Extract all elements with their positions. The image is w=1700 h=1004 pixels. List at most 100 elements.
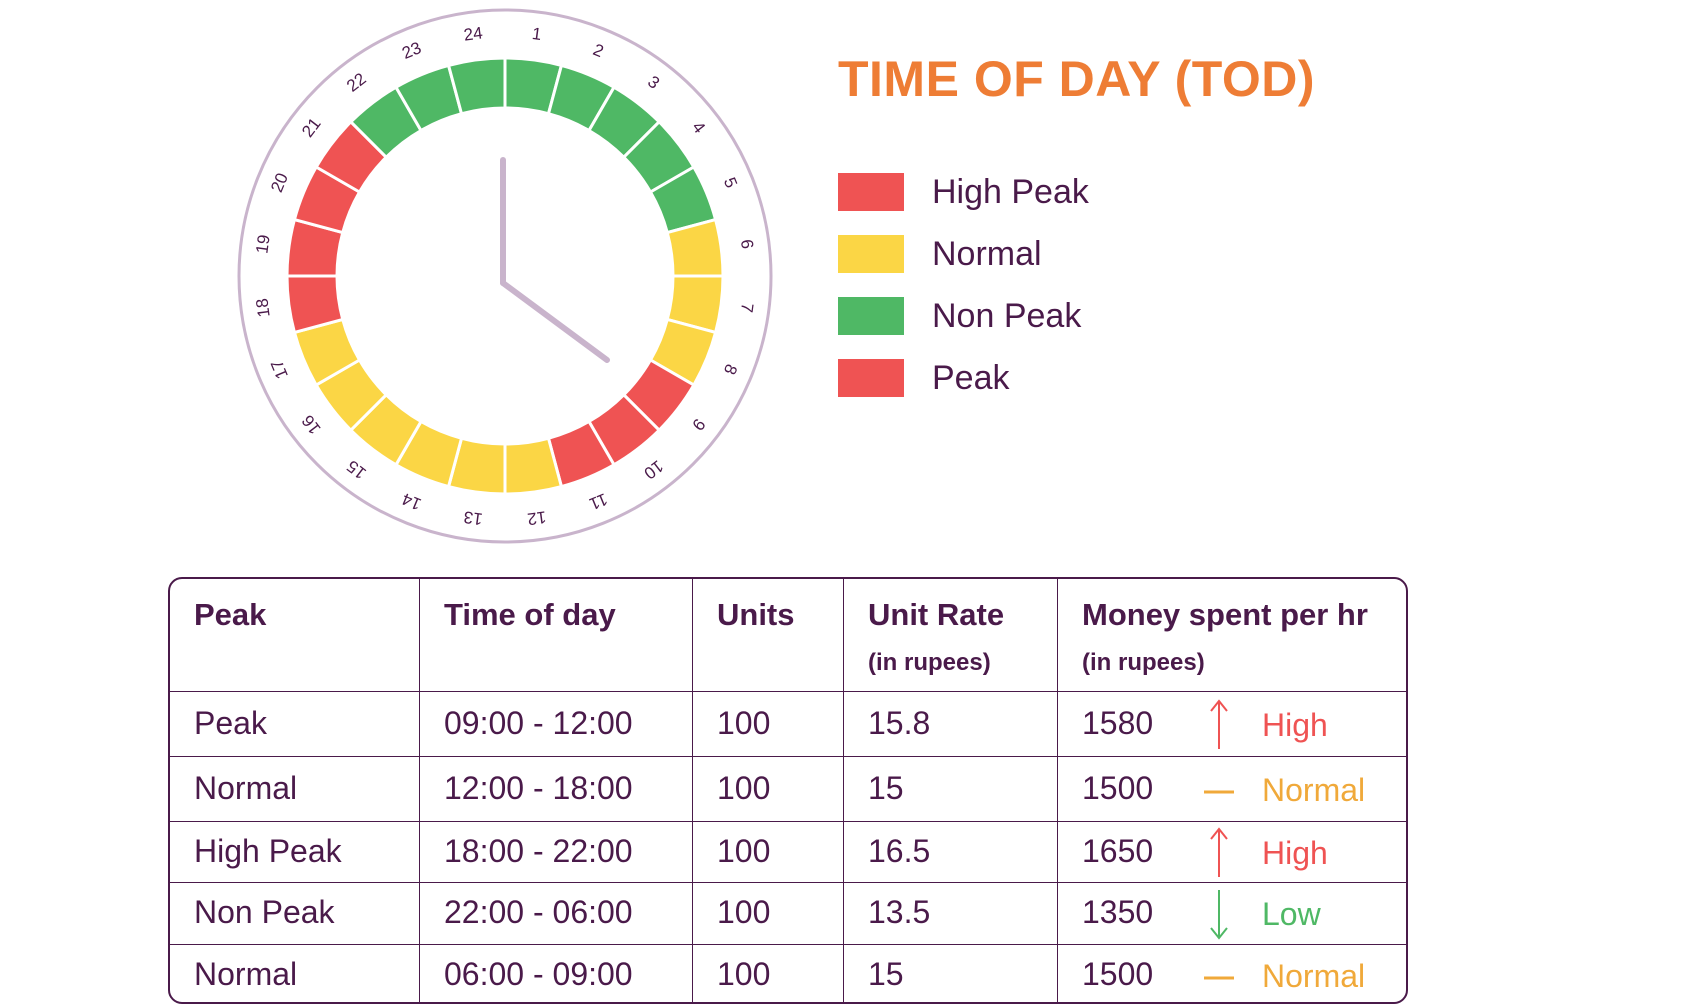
table-cell: 13.5 [844, 883, 1058, 944]
table-cell: Normal [170, 757, 420, 821]
table-header-sublabel: (in rupees) [868, 649, 991, 676]
table-cell: 100 [693, 692, 844, 756]
cell-value: 13.5 [868, 894, 931, 930]
cell-value: Non Peak [194, 894, 335, 930]
table-header-cell: Time of day [420, 579, 693, 691]
tariff-table: Peak Time of day Units Unit Rate (in rupees)… [168, 577, 1408, 1004]
table-header-row: Peak Time of day Units Unit Rate (in rupees)… [170, 579, 1406, 692]
cell-value: 100 [717, 832, 771, 869]
table-cell: 1500 Normal [1058, 757, 1406, 821]
clock-hour-label: 5 [720, 175, 741, 191]
trend-label: High [1262, 834, 1328, 871]
table-cell: 100 [693, 757, 844, 821]
cell-value: 18:00 - 22:00 [444, 832, 633, 869]
table-cell: 1580 High [1058, 692, 1406, 756]
table-cell: 1650 High [1058, 822, 1406, 882]
arrow-up-icon [1210, 826, 1228, 877]
legend-label: Non Peak [932, 297, 1082, 335]
clock-hour-label: 21 [298, 114, 325, 141]
clock-hour-label: 10 [640, 456, 667, 483]
trend-label: Normal [1262, 957, 1366, 994]
clock-hour-segment [446, 56, 507, 116]
clock-hour-label: 16 [298, 411, 325, 438]
clock-hour-label: 6 [737, 238, 757, 250]
clock-hour-label: 9 [688, 415, 709, 434]
clock-hour-label: 17 [267, 357, 292, 382]
cell-value: 1500 [1082, 955, 1154, 992]
trend-label: High [1262, 706, 1328, 743]
cell-value: 100 [717, 894, 771, 930]
legend-swatch [838, 297, 904, 335]
legend-label: Normal [932, 235, 1042, 273]
table-header-cell: Peak [170, 579, 420, 691]
table-cell: High Peak [170, 822, 420, 882]
clock-hour-label: 22 [343, 69, 370, 96]
table-cell: 15 [844, 757, 1058, 821]
clock-hour-label: 8 [720, 361, 741, 377]
clock-hour-label: 23 [399, 38, 424, 63]
cell-value: 1350 [1082, 894, 1154, 930]
table-cell: 1500 Normal [1058, 945, 1406, 1002]
cell-value: 22:00 - 06:00 [444, 894, 633, 930]
table-cell: 100 [693, 822, 844, 882]
arrow-up-icon [1210, 698, 1228, 749]
legend-swatch [838, 235, 904, 273]
clock-hour-label: 20 [267, 170, 292, 195]
table-cell: Peak [170, 692, 420, 756]
clock-hour-label: 3 [644, 72, 663, 93]
table-cell: 06:00 - 09:00 [420, 945, 693, 1002]
cell-value: Normal [194, 955, 298, 992]
clock-hour-label: 15 [343, 456, 370, 483]
cell-value: Normal [194, 769, 298, 806]
clock-hour-label: 14 [399, 489, 424, 514]
legend-swatch [838, 359, 904, 397]
table-row: Non Peak 22:00 - 06:00 100 13.5 1350 Low [170, 883, 1406, 945]
table-row: High Peak 18:00 - 22:00 100 16.5 1650 High [170, 822, 1406, 883]
page-title: TIME OF DAY (TOD) [838, 51, 1316, 107]
table-header-label: Units [717, 597, 795, 632]
table-cell: Normal [170, 945, 420, 1002]
clock-hour-label: 2 [590, 40, 606, 61]
trend-label: Low [1262, 896, 1321, 932]
clock-hour-label: 13 [463, 507, 484, 528]
clock-hour-label: 19 [252, 234, 273, 255]
table-header-cell: Unit Rate (in rupees) [844, 579, 1058, 691]
clock-hour-label: 11 [587, 489, 611, 513]
table-header-label: Time of day [444, 597, 616, 632]
cell-value: 15 [868, 769, 904, 806]
clock-hour-label: 18 [252, 297, 273, 318]
legend-label: Peak [932, 359, 1010, 397]
table-cell: 100 [693, 945, 844, 1002]
clock-hour-label: 12 [526, 507, 547, 528]
arrow-down-icon [1210, 890, 1228, 940]
table-cell: 18:00 - 22:00 [420, 822, 693, 882]
clock-hour-label: 24 [463, 23, 484, 44]
table-cell: 09:00 - 12:00 [420, 692, 693, 756]
clock-hour-label: 7 [737, 302, 757, 314]
table-row: Normal 06:00 - 09:00 100 15 1500 Normal [170, 945, 1406, 1002]
cell-value: 1650 [1082, 832, 1154, 869]
cell-value: 06:00 - 09:00 [444, 955, 633, 992]
cell-value: Peak [194, 704, 267, 741]
table-cell: 15.8 [844, 692, 1058, 756]
table-cell: 100 [693, 883, 844, 944]
clock-hour-label: 4 [688, 118, 709, 137]
clock-hour-label: 1 [531, 24, 543, 44]
cell-value: 1580 [1082, 704, 1154, 741]
table-header-label: Peak [194, 597, 267, 632]
table-header-cell: Money spent per hr (in rupees) [1058, 579, 1406, 691]
cell-value: 1500 [1082, 769, 1154, 806]
table-cell: 12:00 - 18:00 [420, 757, 693, 821]
clock-hour-hand [500, 280, 610, 363]
table-cell: 22:00 - 06:00 [420, 883, 693, 944]
table-header-label: Money spent per hr [1082, 597, 1368, 632]
cell-value: 16.5 [868, 832, 931, 869]
table-cell: Non Peak [170, 883, 420, 944]
dash-icon [1204, 976, 1234, 979]
dash-icon [1204, 790, 1234, 793]
table-cell: 15 [844, 945, 1058, 1002]
cell-value: 100 [717, 769, 771, 806]
cell-value: 15 [868, 955, 904, 992]
cell-value: 100 [717, 704, 771, 741]
